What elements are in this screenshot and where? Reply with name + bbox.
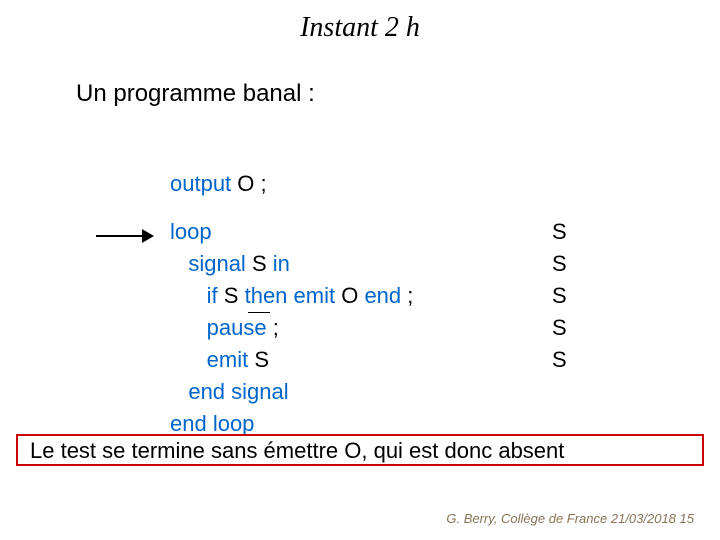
arrow-head [142,229,154,243]
id-S-cond: S [218,283,245,308]
side-column: S S S S S [552,184,567,376]
kw-signal: signal [170,251,246,276]
callout-text: Le test se termine sans émettre O, qui e… [30,438,564,464]
slide-title: Instant 2 h [0,12,720,44]
kw-end-signal: end signal [170,379,289,404]
id-S-decl: S [246,251,273,276]
kw-if: if [170,283,218,308]
sc2: ; [401,283,413,308]
code-block: output O ; loop signal S in if S then em… [170,136,413,440]
id-O: O [231,171,254,196]
footer: G. Berry, Collège de France 21/03/2018 1… [446,511,694,526]
pause-underline [248,312,270,313]
side-s2: S [552,251,567,276]
kw-loop: loop [170,219,212,244]
side-s5: S [552,347,567,372]
kw-pause: pause [170,315,267,340]
id-O-emit: O [335,283,364,308]
kw-end: end [364,283,401,308]
kw-emit: emit [170,347,248,372]
side-s3: S [552,283,567,308]
id-S-emit: S [248,347,269,372]
subtitle: Un programme banal : [76,80,315,108]
kw-end-loop: end loop [170,411,254,436]
kw-then-emit: then emit [245,283,336,308]
side-s4: S [552,315,567,340]
arrow-line [96,235,144,237]
side-s1: S [552,219,567,244]
kw-output: output [170,171,231,196]
kw-in: in [273,251,290,276]
arrow-icon [96,232,156,240]
sc3: ; [267,315,279,340]
sc1: ; [254,171,266,196]
